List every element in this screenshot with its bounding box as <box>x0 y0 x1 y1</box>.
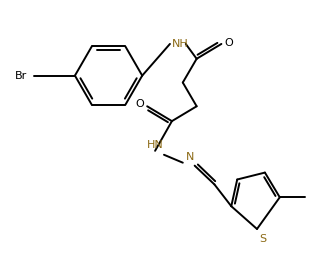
Text: N: N <box>185 152 194 162</box>
Text: Br: Br <box>15 70 27 81</box>
Text: HN: HN <box>147 140 163 150</box>
Text: O: O <box>224 38 233 48</box>
Text: S: S <box>259 234 266 244</box>
Text: O: O <box>135 99 144 109</box>
Text: NH: NH <box>172 39 189 49</box>
